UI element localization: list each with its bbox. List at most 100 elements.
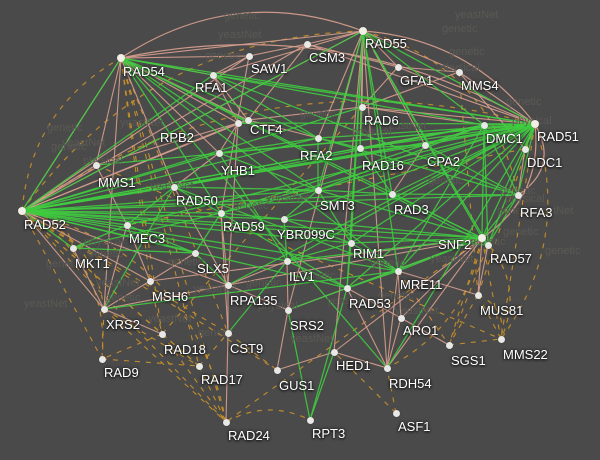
edge-physical	[212, 55, 250, 76]
edge-yeastNet	[362, 30, 399, 272]
graph-node-rad50[interactable]	[170, 183, 178, 191]
graph-node-mus81[interactable]	[474, 291, 482, 299]
edge-yeastNet	[21, 106, 363, 212]
edge-genetic	[21, 210, 227, 423]
graph-node-hed1[interactable]	[330, 348, 338, 356]
graph-node-dmc1[interactable]	[480, 121, 488, 129]
graph-node-rdh54[interactable]	[383, 364, 391, 372]
graph-node-rad6[interactable]	[358, 103, 366, 111]
graph-node-rad24[interactable]	[222, 418, 230, 426]
edge-genetic	[448, 338, 502, 346]
edge-physical	[317, 30, 364, 139]
edge-yeastNet	[317, 189, 352, 244]
graph-node-rad55[interactable]	[359, 27, 367, 35]
graph-node-ctf4[interactable]	[244, 116, 252, 124]
edge-yeastNet	[346, 123, 536, 289]
graph-node-rfa3[interactable]	[514, 191, 522, 199]
edge-genetic	[101, 308, 105, 360]
graph-node-gfa1[interactable]	[394, 63, 402, 71]
edge-physical	[306, 43, 399, 68]
edge-yeastNet	[126, 186, 175, 226]
graph-node-sgs1[interactable]	[445, 341, 453, 349]
edge-physical	[248, 43, 308, 57]
edge-yeastNet	[220, 124, 485, 214]
graph-node-rad3[interactable]	[388, 190, 396, 198]
graph-node-mms1[interactable]	[92, 161, 100, 169]
edge-genetic	[458, 71, 479, 296]
graph-node-rad17[interactable]	[195, 362, 203, 370]
edge-yeastNet	[21, 210, 399, 272]
edge-yeastNet	[362, 30, 393, 195]
edge-yeastNet	[21, 210, 74, 249]
graph-node-csm3[interactable]	[303, 40, 311, 48]
graph-node-snf2[interactable]	[478, 234, 486, 242]
graph-node-mre11[interactable]	[394, 267, 402, 275]
graph-node-rpt3[interactable]	[306, 416, 314, 424]
edge-genetic	[161, 333, 200, 367]
edge-physical	[361, 106, 485, 126]
graph-node-rfa2[interactable]	[314, 134, 322, 142]
graph-node-rfa1[interactable]	[209, 71, 217, 79]
edge-physical	[212, 30, 364, 76]
graph-node-mkt1[interactable]	[69, 244, 77, 252]
graph-node-rad52[interactable]	[18, 207, 26, 215]
graph-node-rad9[interactable]	[98, 355, 106, 363]
graph-node-slx5[interactable]	[191, 249, 199, 257]
edge-physical	[21, 119, 249, 212]
edge-yeastNet	[103, 270, 399, 310]
graph-node-rad18[interactable]	[158, 330, 166, 338]
graph-node-gus1[interactable]	[273, 366, 281, 374]
edge-yeastNet	[317, 189, 483, 239]
graph-node-srs2[interactable]	[284, 306, 292, 314]
edge-physical	[247, 106, 363, 121]
graph-node-yhb1[interactable]	[215, 149, 223, 157]
edge-yeastNet	[317, 189, 393, 195]
graph-node-msh6[interactable]	[146, 277, 154, 285]
graph-node-mec3[interactable]	[123, 221, 131, 229]
graph-node-rad51[interactable]	[531, 120, 539, 128]
graph-node-rpb2[interactable]	[234, 119, 242, 127]
graph-node-saw1[interactable]	[245, 52, 253, 60]
graph-node-xrs2[interactable]	[100, 305, 108, 313]
graph-node-mms4[interactable]	[455, 68, 463, 76]
graph-node-cst9[interactable]	[224, 329, 232, 337]
graph-node-smt3[interactable]	[314, 186, 322, 194]
edge-physical	[276, 351, 335, 371]
edge-physical	[120, 57, 239, 124]
edge-yeastNet	[346, 237, 483, 289]
edge-yeastNet	[483, 124, 519, 196]
graph-node-asf1[interactable]	[392, 409, 400, 417]
edge-arc-genetic	[21, 57, 122, 212]
graph-node-mms22[interactable]	[497, 335, 505, 343]
edge-physical	[361, 66, 399, 108]
graph-node-rad57[interactable]	[484, 241, 492, 249]
graph-node-rad53[interactable]	[343, 284, 351, 292]
edge-yeastNet	[397, 123, 536, 272]
graph-node-cpa2[interactable]	[421, 141, 429, 149]
edge-yeastNet	[218, 137, 319, 154]
graph-node-aro1[interactable]	[397, 314, 405, 322]
edge-arc-genetic	[225, 409, 311, 423]
edge-physical	[95, 57, 122, 166]
edge-yeastNet	[287, 309, 311, 421]
graph-node-rpa135[interactable]	[224, 281, 232, 289]
edge-yeastNet	[227, 260, 288, 334]
graph-node-ddc1[interactable]	[521, 145, 529, 153]
edge-physical	[103, 284, 229, 310]
edge-physical	[225, 332, 229, 423]
edge-yeastNet	[362, 30, 483, 239]
edge-yeastNet	[359, 144, 426, 149]
edge-yeastNet	[397, 124, 485, 272]
graph-node-rad59[interactable]	[217, 209, 225, 217]
edge-yeastNet	[21, 57, 122, 212]
edge-yeastNet	[72, 247, 196, 254]
edge-yeastNet	[173, 124, 485, 188]
graph-node-ybr099c[interactable]	[280, 215, 288, 223]
graph-node-ilv1[interactable]	[283, 257, 291, 265]
graph-node-rim1[interactable]	[347, 239, 355, 247]
graph-node-rad16[interactable]	[356, 144, 364, 152]
edge-yeastNet	[287, 287, 348, 311]
graph-node-rad54[interactable]	[117, 54, 125, 62]
edge-arc-genetic	[21, 210, 74, 249]
